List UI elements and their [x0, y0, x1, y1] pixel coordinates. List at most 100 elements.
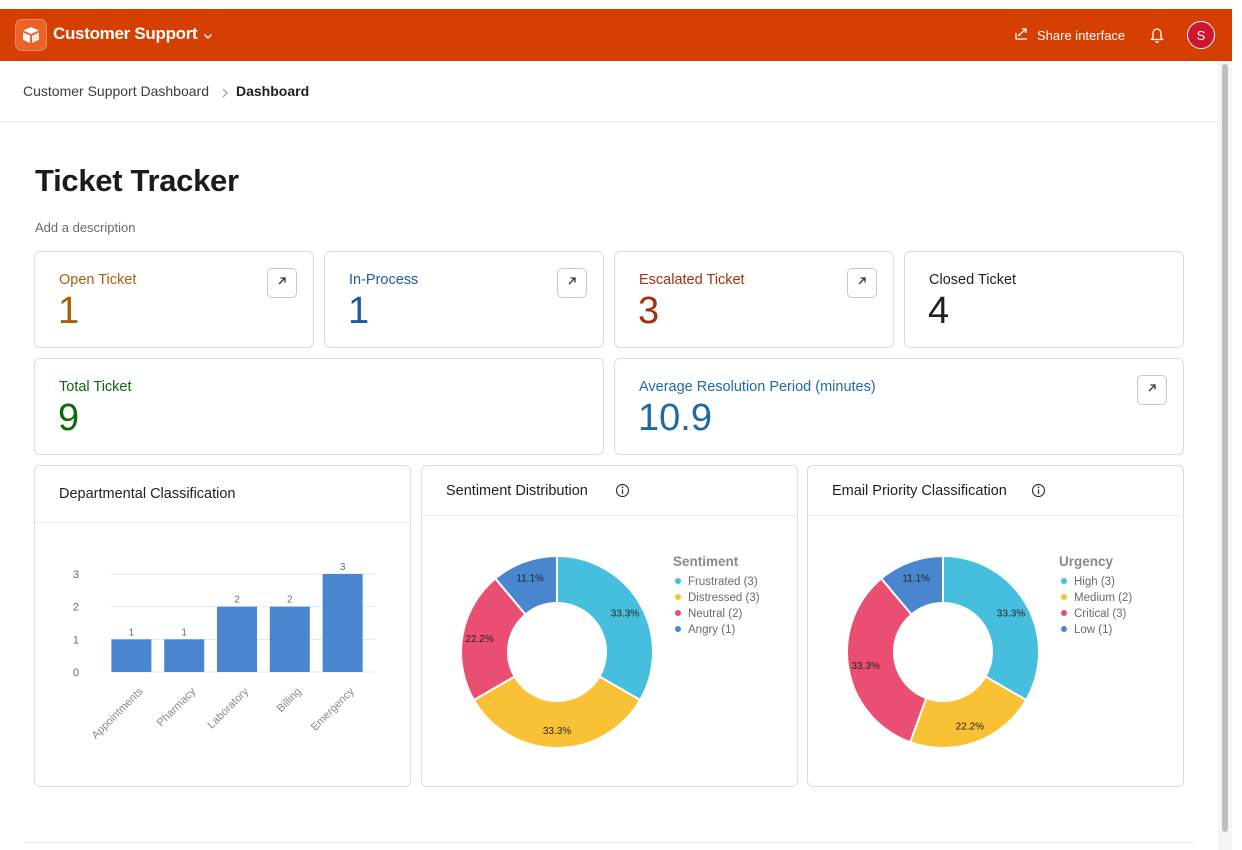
- slice-percent-label: 22.2%: [956, 721, 984, 732]
- slice-percent-label: 33.3%: [543, 726, 571, 737]
- donut-slice: [942, 554, 1040, 702]
- chevron-right-icon: [221, 85, 229, 103]
- metric-label: In-Process: [349, 272, 419, 288]
- bar-data-label: 1: [181, 627, 187, 638]
- legend-swatch: [675, 594, 681, 600]
- slice-percent-label: 33.3%: [997, 608, 1025, 619]
- donut-slice: [493, 554, 558, 616]
- panel-header: Email Priority Classification: [808, 466, 1183, 516]
- bar: [217, 606, 257, 672]
- departmental-bar-chart: 0 1 2 3 1 Appointments 1 Pharmacy 2 Laboratory 2 Bi…: [73, 562, 375, 742]
- page-title: Ticket Tracker: [35, 163, 239, 198]
- x-tick-label: Emergency: [309, 685, 357, 733]
- legend-swatch: [675, 626, 681, 632]
- avatar[interactable]: S: [1187, 21, 1215, 49]
- breadcrumb-current: Dashboard: [236, 83, 310, 99]
- window-right-edge: [1232, 0, 1242, 850]
- y-tick-label: 0: [73, 667, 79, 679]
- metric-card-closed-ticket: Closed Ticket 4: [904, 251, 1184, 348]
- metric-label: Escalated Ticket: [639, 272, 745, 288]
- info-icon[interactable]: [615, 483, 630, 503]
- slice-percent-label: 33.3%: [611, 608, 639, 619]
- x-tick-label: Pharmacy: [155, 685, 199, 729]
- share-icon: [1014, 26, 1029, 44]
- legend-entry: Frustrated (3): [688, 576, 758, 588]
- legend-swatch: [675, 578, 681, 584]
- legend-swatch: [1061, 610, 1067, 616]
- chevron-down-icon[interactable]: [202, 29, 214, 47]
- metric-card-average-resolution: Average Resolution Period (minutes) 10.9: [614, 358, 1184, 455]
- legend-swatch: [1061, 578, 1067, 584]
- departmental-classification-panel: Departmental Classification 0 1 2 3 1 Appoint…: [34, 465, 411, 787]
- priority-donut-chart: 33.3% 22.2% 33.3% 11.1% Urgency High (3) Mediu…: [846, 554, 1132, 749]
- metric-label: Total Ticket: [59, 379, 132, 395]
- legend-entry: Neutral (2): [688, 608, 742, 620]
- x-tick-label: Billing: [275, 686, 304, 715]
- metric-value: 3: [638, 290, 660, 332]
- expand-button[interactable]: [1137, 375, 1167, 405]
- bar: [269, 606, 310, 672]
- metric-value: 1: [58, 290, 80, 332]
- share-interface-button[interactable]: Share interface: [1014, 26, 1125, 44]
- page-description[interactable]: Add a description: [35, 220, 136, 235]
- metric-card-escalated-ticket: Escalated Ticket 3: [614, 251, 894, 348]
- donut-slice: [472, 675, 642, 749]
- bar-data-label: 2: [234, 595, 240, 606]
- bell-icon[interactable]: [1149, 27, 1165, 49]
- arrow-up-right-icon: [856, 274, 868, 292]
- panel-title: Sentiment Distribution: [446, 483, 588, 499]
- legend-swatch: [1061, 626, 1067, 632]
- y-tick-label: 1: [73, 634, 79, 646]
- metric-value: 1: [348, 290, 370, 332]
- panel-title: Email Priority Classification: [832, 483, 1007, 499]
- slice-percent-label: 22.2%: [466, 634, 494, 645]
- slice-percent-label: 33.3%: [852, 661, 880, 672]
- metric-value: 10.9: [638, 397, 712, 439]
- panel-title: Departmental Classification: [59, 486, 236, 502]
- metric-label: Average Resolution Period (minutes): [639, 379, 876, 395]
- metric-card-in-process: In-Process 1: [324, 251, 604, 348]
- slice-percent-label: 11.1%: [902, 574, 930, 585]
- sentiment-donut-chart: 33.3% 33.3% 22.2% 11.1% Sentiment Frustrated …: [460, 554, 760, 749]
- x-tick-label: Laboratory: [205, 685, 251, 731]
- divider: [24, 842, 1194, 843]
- app-title[interactable]: Customer Support: [53, 24, 198, 43]
- bar-data-label: 3: [340, 562, 346, 573]
- arrow-up-right-icon: [276, 274, 288, 292]
- breadcrumb-parent[interactable]: Customer Support Dashboard: [23, 83, 209, 99]
- app-logo-icon[interactable]: [15, 19, 47, 51]
- arrow-up-right-icon: [1146, 381, 1158, 399]
- panel-header: Departmental Classification: [35, 466, 410, 523]
- metric-card-total-ticket: Total Ticket 9: [34, 358, 604, 455]
- legend-entry: Critical (3): [1074, 608, 1127, 620]
- bar-data-label: 2: [287, 595, 293, 606]
- metric-value: 9: [58, 397, 80, 439]
- metric-label: Closed Ticket: [929, 272, 1017, 288]
- panel-header: Sentiment Distribution: [422, 466, 797, 516]
- y-tick-label: 2: [73, 602, 79, 614]
- y-tick-label: 3: [73, 569, 79, 581]
- legend-entry: Medium (2): [1074, 592, 1132, 604]
- info-icon[interactable]: [1031, 483, 1046, 503]
- metric-label: Open Ticket: [59, 272, 137, 288]
- bar: [111, 639, 152, 672]
- email-priority-classification-panel: Email Priority Classification 33.3% 22.2%…: [807, 465, 1184, 787]
- donut-slice: [846, 577, 928, 744]
- donut-slice: [879, 554, 944, 616]
- donut-slice: [460, 577, 527, 702]
- arrow-up-right-icon: [566, 274, 578, 292]
- sentiment-distribution-panel: Sentiment Distribution 33.3% 33.3% 22.2% 11…: [421, 465, 798, 787]
- legend-swatch: [675, 610, 681, 616]
- donut-slice: [556, 554, 654, 702]
- legend-swatch: [1061, 594, 1067, 600]
- window-top-strip: [0, 0, 1242, 9]
- metric-card-open-ticket: Open Ticket 1: [34, 251, 314, 348]
- expand-button[interactable]: [847, 268, 877, 298]
- expand-button[interactable]: [267, 268, 297, 298]
- legend-entry: High (3): [1074, 576, 1115, 588]
- x-tick-label: Appointments: [89, 685, 145, 741]
- bar: [322, 574, 363, 672]
- bar-data-label: 1: [129, 627, 135, 638]
- expand-button[interactable]: [557, 268, 587, 298]
- scrollbar-thumb[interactable]: [1222, 64, 1228, 832]
